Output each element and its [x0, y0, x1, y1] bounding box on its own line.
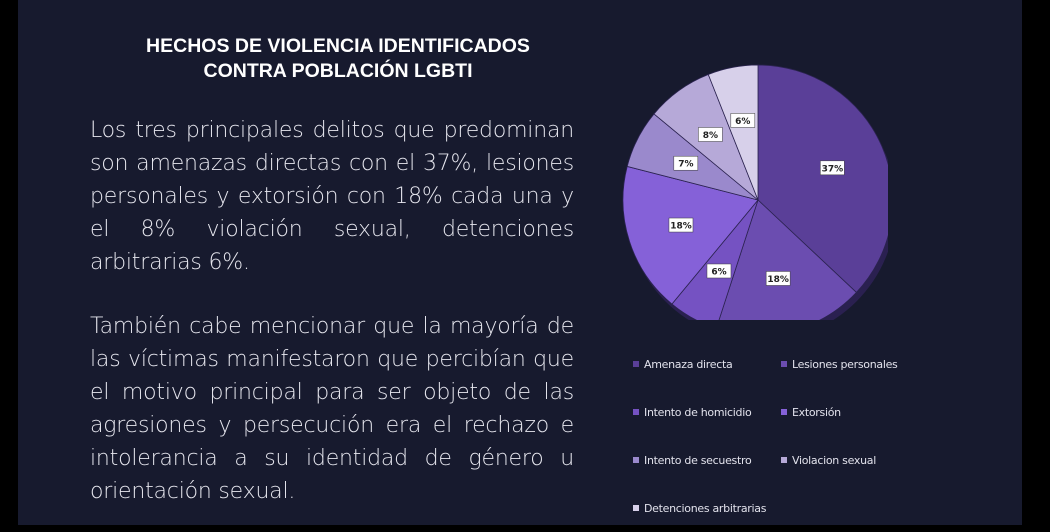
legend-item-violacion-sexual: Violacion sexual	[781, 436, 921, 484]
svg-text:6%: 6%	[735, 117, 750, 127]
pie-chart: 37% 18% 6% 18% 7% 8% 6%	[598, 30, 896, 341]
paragraph-main-crimes: Los tres principales delitos que predomi…	[90, 118, 574, 275]
legend-label: Extorsión	[792, 405, 841, 419]
legend-item-intento-de-homicidio: Intento de homicidio	[633, 388, 773, 436]
legend-item-lesiones-personales: Lesiones personales	[781, 340, 921, 388]
data-label-intento-de-secuestro: 7%	[673, 155, 699, 171]
pie-slice-detenciones-arbitrarias	[707, 64, 759, 201]
pie-slice-extorsion	[622, 165, 759, 305]
svg-text:8%: 8%	[703, 131, 718, 141]
data-label-detenciones-arbitrarias: 6%	[730, 113, 756, 128]
legend-swatch	[633, 361, 639, 367]
title-line-2: CONTRA POBLACIÓN LGBTI	[203, 60, 473, 82]
pie-slice-amenaza-directa	[757, 64, 894, 293]
data-label-lesiones-personales: 18%	[765, 271, 791, 286]
svg-text:18%: 18%	[670, 222, 692, 232]
title-line-1: HECHOS DE VIOLENCIA IDENTIFICADOS	[146, 35, 530, 57]
legend-item-amenaza-directa: Amenaza directa	[633, 340, 773, 388]
chart-legend: Amenaza directa Lesiones personales Intent…	[633, 340, 933, 532]
data-label-intento-de-homicidio: 6%	[706, 263, 732, 279]
legend-item-detenciones-arbitrarias: Detenciones arbitrarias	[633, 484, 773, 532]
svg-text:6%: 6%	[711, 267, 726, 277]
data-label-extorsion: 18%	[668, 217, 694, 233]
legend-swatch	[781, 361, 787, 367]
legend-label: Lesiones personales	[792, 357, 898, 371]
legend-label: Violacion sexual	[792, 453, 876, 467]
legend-label: Intento de secuestro	[644, 453, 752, 467]
legend-label: Detenciones arbitrarias	[644, 501, 767, 515]
legend-swatch	[781, 457, 787, 463]
pie-chart-svg: 37% 18% 6% 18% 7% 8% 6%	[622, 64, 896, 341]
legend-swatch	[633, 457, 639, 463]
legend-swatch	[633, 409, 639, 415]
data-label-violacion-sexual: 8%	[698, 127, 723, 142]
data-label-amenaza-directa: 37%	[820, 160, 845, 176]
legend-item-intento-de-secuestro: Intento de secuestro	[633, 436, 773, 484]
svg-text:18%: 18%	[767, 275, 789, 285]
legend-swatch	[633, 505, 639, 511]
slide-title: HECHOS DE VIOLENCIA IDENTIFICADOS CONTRA…	[68, 34, 608, 84]
legend-label: Amenaza directa	[644, 357, 733, 371]
legend-swatch	[781, 409, 787, 415]
legend-label: Intento de homicidio	[644, 405, 752, 419]
svg-text:7%: 7%	[678, 160, 693, 170]
paragraph-motive: También cabe mencionar que la mayoría de…	[90, 314, 574, 504]
svg-text:37%: 37%	[822, 164, 844, 174]
legend-item-extorsion: Extorsión	[781, 388, 921, 436]
